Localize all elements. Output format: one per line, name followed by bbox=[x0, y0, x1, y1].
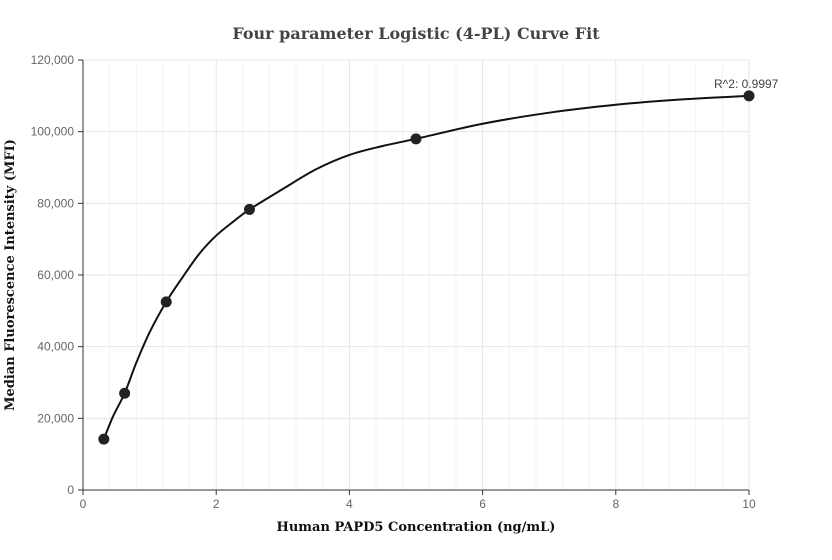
y-tick-label: 20,000 bbox=[37, 411, 74, 425]
data-point bbox=[743, 90, 755, 102]
labels-layer: Four parameter Logistic (4-PL) Curve Fit… bbox=[3, 24, 779, 535]
r-squared-annotation: R^2: 0.9997 bbox=[714, 77, 779, 91]
y-tick-label: 0 bbox=[67, 483, 74, 497]
axes bbox=[78, 59, 750, 495]
x-tick-label: 2 bbox=[213, 497, 220, 511]
x-tick-label: 10 bbox=[742, 497, 756, 511]
grid bbox=[83, 59, 750, 490]
x-tick-label: 0 bbox=[80, 497, 87, 511]
chart-title: Four parameter Logistic (4-PL) Curve Fit bbox=[232, 24, 600, 43]
data-point bbox=[244, 203, 255, 215]
y-tick-label: 80,000 bbox=[37, 196, 74, 210]
data-point bbox=[119, 387, 131, 399]
x-tick-label: 8 bbox=[612, 497, 619, 511]
y-tick-label: 40,000 bbox=[37, 340, 74, 354]
x-tick-label: 6 bbox=[479, 497, 486, 511]
data-point bbox=[160, 296, 172, 308]
x-tick-label: 4 bbox=[346, 497, 353, 511]
y-tick-label: 120,000 bbox=[31, 53, 75, 67]
y-tick-label: 100,000 bbox=[31, 125, 75, 139]
y-tick-label: 60,000 bbox=[37, 268, 74, 282]
data-points-layer bbox=[98, 90, 755, 445]
fit-curve-layer bbox=[102, 94, 750, 440]
data-point bbox=[98, 433, 110, 445]
x-axis-label: Human PAPD5 Concentration (ng/mL) bbox=[277, 520, 556, 535]
y-axis-label: Median Fluorescence Intensity (MFI) bbox=[3, 139, 18, 411]
data-point bbox=[410, 133, 422, 145]
fit-curve-line bbox=[102, 94, 750, 440]
